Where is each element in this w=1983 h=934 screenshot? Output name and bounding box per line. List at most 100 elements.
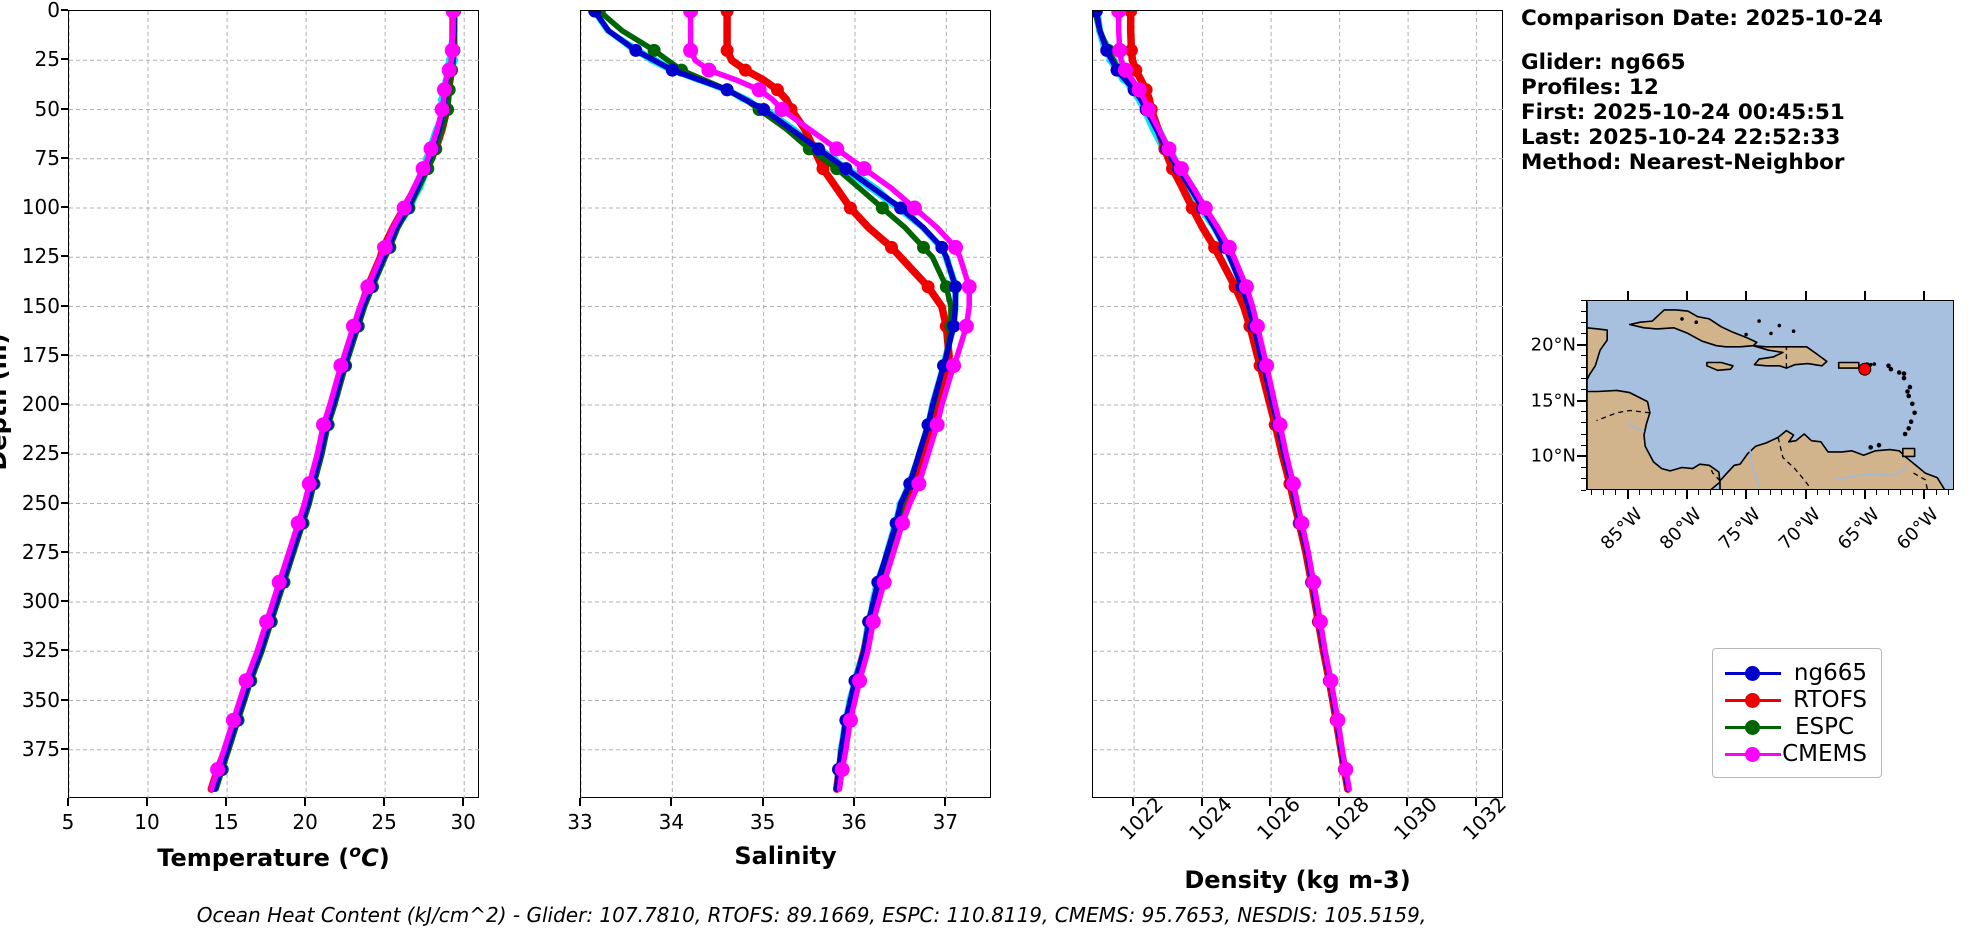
map-lon-minor-tick xyxy=(1816,490,1818,495)
legend-dot-icon xyxy=(1745,665,1760,681)
legend-label: ng665 xyxy=(1793,659,1867,686)
map-lon-minor-tick xyxy=(1911,490,1913,495)
density-profile-tick-mark xyxy=(1269,798,1272,806)
legend-item-cmems[interactable]: CMEMS xyxy=(1725,740,1867,767)
last-profile-time-text: Last: 2025-10-24 22:52:33 xyxy=(1521,125,1841,150)
depth-tick-label: 50 xyxy=(34,96,60,121)
map-lon-minor-tick xyxy=(1769,490,1771,495)
depth-tick-mark xyxy=(61,747,68,750)
legend-dot-icon xyxy=(1745,746,1760,762)
depth-tick-mark xyxy=(61,600,68,602)
depth-tick-mark xyxy=(61,304,68,307)
legend-item-rtofs[interactable]: RTOFS xyxy=(1725,686,1867,713)
density-profile-tick-mark xyxy=(1132,798,1135,806)
map-lon-tick-label: 80°W xyxy=(1655,504,1706,554)
density-profile-glider-profile-cloud xyxy=(1093,11,1352,792)
legend-item-espc[interactable]: ESPC xyxy=(1725,713,1867,740)
map-lon-minor-tick xyxy=(1852,490,1854,495)
map-lon-tick-mark xyxy=(1804,490,1807,499)
map-lat-minor-tick xyxy=(1581,310,1586,312)
comparison-date-text: Comparison Date: 2025-10-24 xyxy=(1521,6,1884,31)
density-profile-series-cmems xyxy=(1111,11,1354,792)
salinity-profile-tick-label: 34 xyxy=(658,810,685,834)
depth-tick-label: 250 xyxy=(21,490,60,515)
map-lat-tick-mark xyxy=(1577,399,1586,402)
map-lon-minor-tick xyxy=(1840,490,1842,495)
temperature-profile-tick-mark xyxy=(383,798,386,806)
map-lon-tick-mark xyxy=(1685,490,1688,499)
density-profile-tick-mark xyxy=(1200,798,1203,806)
ocean-heat-content-caption: Ocean Heat Content (kJ/cm^2) - Glider: 1… xyxy=(196,903,1427,927)
temperature-profile-tick-mark xyxy=(304,798,307,806)
legend-swatch-icon xyxy=(1725,663,1781,683)
map-lon-tick-label: 85°W xyxy=(1596,504,1647,554)
salinity-profile-tick-label: 35 xyxy=(749,810,776,834)
map-lat-minor-tick xyxy=(1581,411,1586,413)
density-profile-tick-label: 1030 xyxy=(1389,792,1443,845)
map-lat-minor-tick xyxy=(1581,355,1586,357)
method-text: Method: Nearest-Neighbor xyxy=(1521,150,1845,175)
salinity-profile-tick-mark xyxy=(761,798,764,806)
depth-tick-mark xyxy=(61,107,68,110)
depth-tick-label: 375 xyxy=(21,736,60,761)
salinity-profile-tick-mark xyxy=(944,798,947,806)
legend-item-ng665[interactable]: ng665 xyxy=(1725,659,1867,686)
salinity-profile-series-espc xyxy=(592,11,958,792)
depth-tick-mark xyxy=(61,156,68,159)
temperature-profile-tick-mark xyxy=(225,798,228,806)
depth-tick-mark xyxy=(61,550,68,553)
map-lat-minor-tick xyxy=(1581,478,1586,480)
glider-name-text: Glider: ng665 xyxy=(1521,50,1686,75)
map-lat-minor-tick xyxy=(1581,433,1586,435)
map-lon-minor-tick xyxy=(1662,490,1664,495)
depth-tick-label: 100 xyxy=(21,195,60,219)
temperature-profile-tick-label: 15 xyxy=(213,810,239,834)
map-lon-minor-tick xyxy=(1781,490,1783,495)
map-lat-tick-mark xyxy=(1577,455,1586,458)
profiles-count-text: Profiles: 12 xyxy=(1521,75,1659,100)
salinity-profile-tick-label: 37 xyxy=(932,810,959,834)
depth-tick-mark xyxy=(61,206,68,208)
map-lon-top-tick xyxy=(1745,291,1748,300)
legend-dot-icon xyxy=(1745,692,1760,708)
density-profile-tick-mark xyxy=(1337,798,1340,806)
depth-tick-label: 275 xyxy=(21,539,60,564)
depth-tick-mark xyxy=(61,9,68,11)
temperature-profile-tick-label: 30 xyxy=(450,810,476,834)
map-lon-minor-tick xyxy=(1888,490,1890,495)
depth-tick-mark xyxy=(61,58,68,61)
legend-swatch-icon xyxy=(1725,717,1781,737)
map-lon-minor-tick xyxy=(1757,490,1759,495)
temperature-profile-tick-label: 5 xyxy=(61,810,75,834)
temperature-profile-gridlines xyxy=(69,11,480,799)
depth-tick-mark xyxy=(61,501,68,504)
map-lon-tick-label: 60°W xyxy=(1893,504,1944,554)
map-lon-tick-label: 75°W xyxy=(1715,504,1766,554)
map-lon-minor-tick xyxy=(1733,490,1735,495)
salinity-profile-tick-mark xyxy=(579,798,581,806)
glider-location-marker[interactable] xyxy=(1858,362,1872,376)
map-lon-minor-tick xyxy=(1603,490,1605,495)
depth-tick-mark xyxy=(61,353,68,356)
density-profile-tick-label: 1026 xyxy=(1252,792,1306,845)
temperature-profile-tick-label: 20 xyxy=(292,810,318,834)
depth-tick-label: 300 xyxy=(21,589,60,613)
temperature-profile-tick-label: 10 xyxy=(134,810,160,834)
salinity-profile-series-rtofs xyxy=(720,11,955,793)
density-profile-plot xyxy=(1093,11,1504,799)
map-lat-tick-label: 10°N xyxy=(1530,445,1576,467)
map-lat-minor-tick xyxy=(1581,444,1586,446)
depth-tick-mark xyxy=(61,698,68,701)
map-lat-tick-mark xyxy=(1577,343,1586,346)
salinity-panel xyxy=(580,10,992,799)
map-lon-minor-tick xyxy=(1828,490,1830,495)
map-lat-minor-tick xyxy=(1581,377,1586,379)
map-lon-minor-tick xyxy=(1638,490,1640,495)
map-lon-top-tick xyxy=(1863,291,1866,300)
salinity-profile-tick-label: 36 xyxy=(841,810,867,834)
location-map[interactable] xyxy=(1586,300,1954,490)
map-lat-minor-tick xyxy=(1581,299,1586,301)
salinity-profile-glider-profile-cloud xyxy=(590,11,960,792)
salinity-profile-series-cmems xyxy=(683,11,977,792)
